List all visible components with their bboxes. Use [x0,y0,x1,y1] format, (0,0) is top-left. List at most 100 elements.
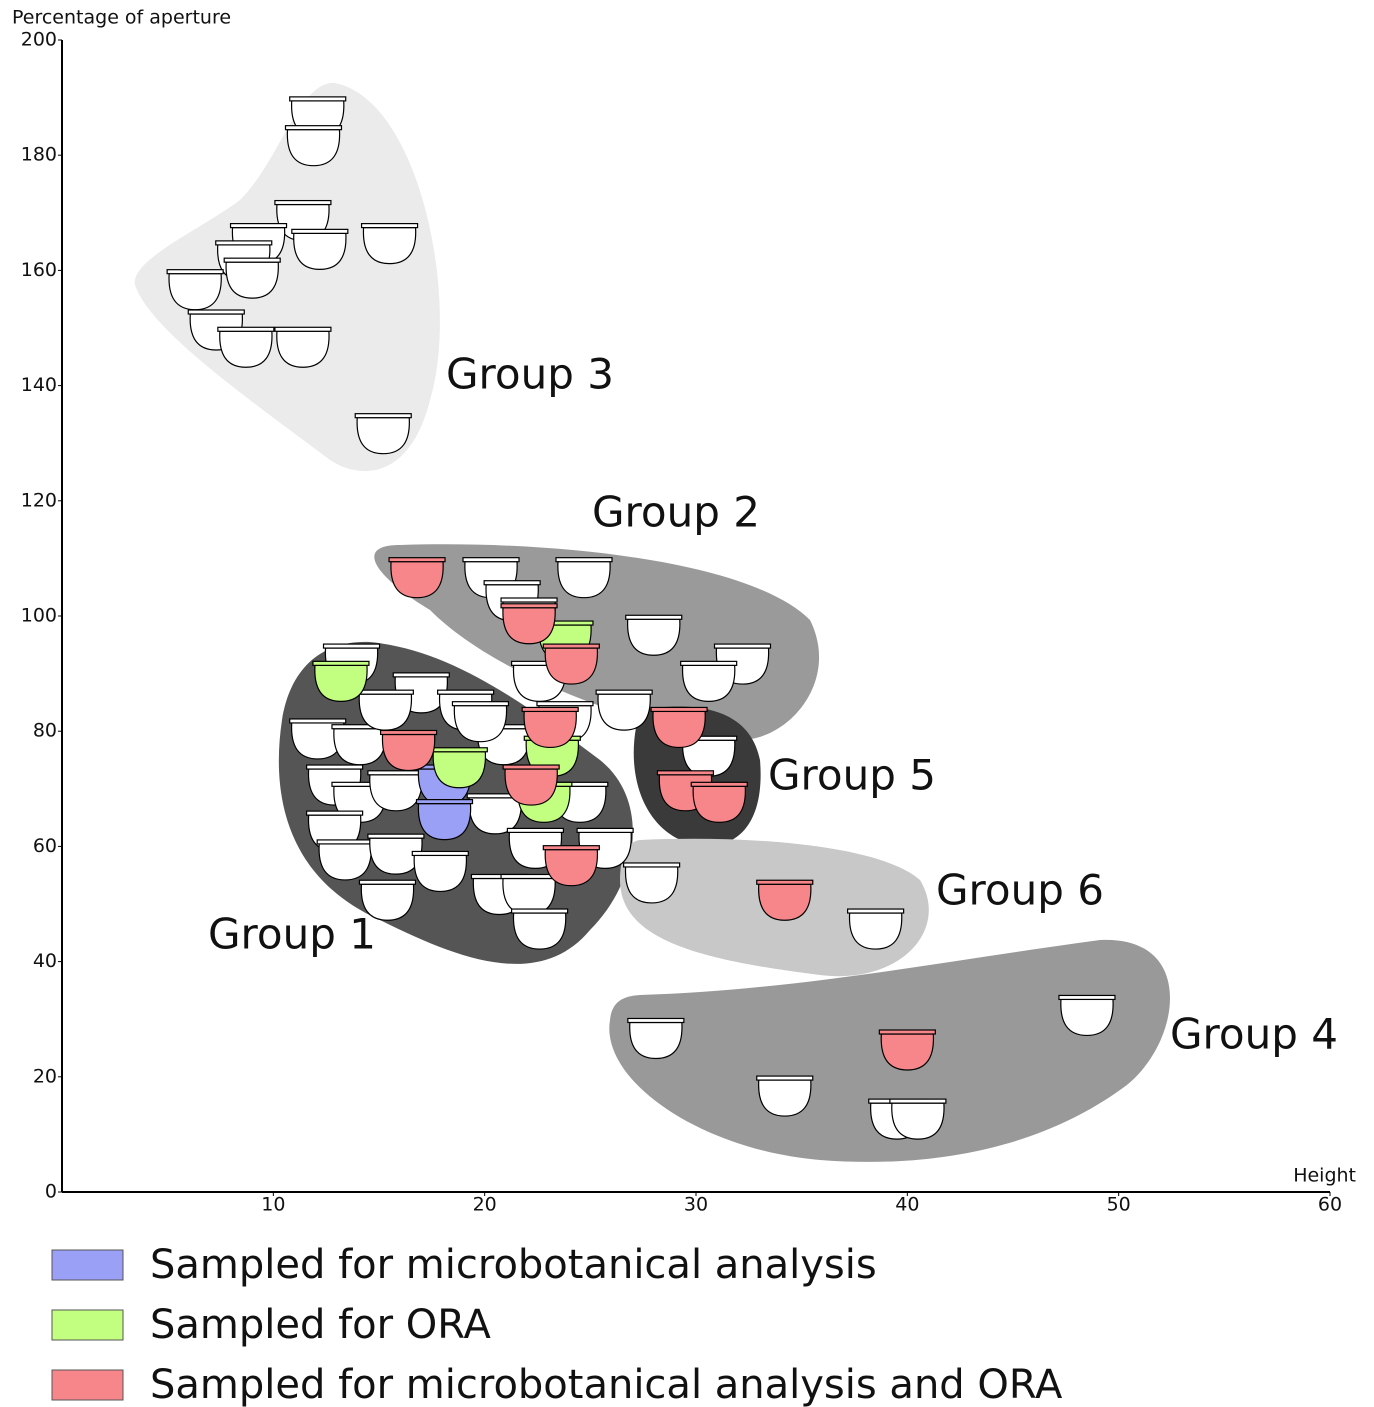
vessel-rim [217,326,275,332]
vessel-rim [713,643,772,649]
x-tick-label: 30 [684,1194,708,1216]
legend-swatch [51,1249,124,1281]
vessel-rim [379,729,438,736]
vessel-body [502,607,556,645]
vessel-rim [847,908,905,914]
vessel [627,1017,685,1060]
vessel-rim [555,557,613,563]
vessel-rim [291,228,349,234]
vessel [217,326,275,368]
vessel-body [360,883,415,921]
vessel-rim [215,240,273,246]
vessel [415,798,474,841]
vessel-body [544,647,598,685]
vessel-body [891,1102,945,1140]
vessel-rim [322,643,381,649]
y-tick-label: 200 [21,29,57,51]
vessel [360,223,419,265]
vessel [623,862,681,904]
group-hull [134,82,440,472]
vessel-rim [223,257,281,263]
vessel-body [597,693,651,731]
vessel-rim [411,850,469,857]
vessel-rim [358,879,417,885]
vessel [542,845,600,887]
vessel-body [652,710,706,749]
vessel [388,557,446,599]
vessel-body [849,912,903,950]
vessel-body [1060,998,1114,1037]
vessel-rim [289,96,347,102]
vessel-rim [511,908,569,914]
vessel-rim [187,309,245,315]
vessel-rim [889,1098,947,1104]
vessel-rim [430,747,488,753]
vessel-rim [415,798,474,805]
vessel-body [523,710,577,749]
vessel [756,879,814,921]
x-tick-label: 60 [1318,1194,1342,1216]
vessel [650,706,708,749]
vessel-body [758,1079,812,1117]
vessel-rim [451,701,510,707]
vessel-rim [274,199,332,206]
vessel [451,701,510,743]
y-tick-label: 40 [33,950,57,972]
x-tick-label: 20 [473,1194,497,1216]
legend-swatch [51,1309,124,1341]
vessel-body [504,768,558,806]
vessel-body [453,705,508,743]
vessel-rim [483,580,541,586]
vessel [521,706,579,749]
vessel-body [557,561,611,599]
vessel-rim [284,125,343,131]
vessel-rim [595,689,653,695]
vessel [312,660,370,702]
vessel-rim [623,862,681,868]
vessel [502,764,560,806]
vessel-rim [500,873,558,880]
legend-label: Sampled for microbotanical analysis [150,1242,877,1288]
vessel [878,1029,936,1071]
vessel [284,125,343,167]
vessel-body [682,664,736,702]
vessel-rim [756,1075,814,1081]
vessel-rim [437,689,495,695]
vessel-rim [878,1029,936,1035]
vessel-rim [312,660,370,666]
vessel-body [381,733,436,772]
vessel [542,643,600,685]
vessel-rim [367,833,425,839]
vessel [756,1075,814,1117]
vessel-rim [500,597,558,603]
vessel-rim [229,223,288,229]
vessel-body [758,883,812,921]
vessel-rim [360,223,419,229]
vessel [555,557,613,599]
vessel [511,908,569,950]
vessel-rim [392,672,450,678]
y-tick-label: 80 [33,720,57,742]
legend-swatch [51,1369,124,1401]
x-tick-label: 40 [895,1194,919,1216]
vessel-body [413,854,467,893]
vessel-body [417,803,472,841]
vessel-body [369,837,423,875]
vessel-rim [356,689,414,695]
vessel-rim [306,764,364,770]
vessel-rim [354,413,412,419]
vessel-body [286,129,341,167]
vessel-body [627,618,681,656]
vessel [411,850,469,893]
vessel-rim [690,781,748,787]
vessel-body [544,849,598,887]
vessel [847,908,905,950]
vessel [889,1098,947,1140]
x-tick-label: 50 [1107,1194,1131,1216]
vessel-rim [388,557,446,563]
vessel [379,729,438,772]
x-tick-label: 10 [261,1194,285,1216]
vessel-rim [166,269,224,275]
vessel-rim [756,879,814,885]
